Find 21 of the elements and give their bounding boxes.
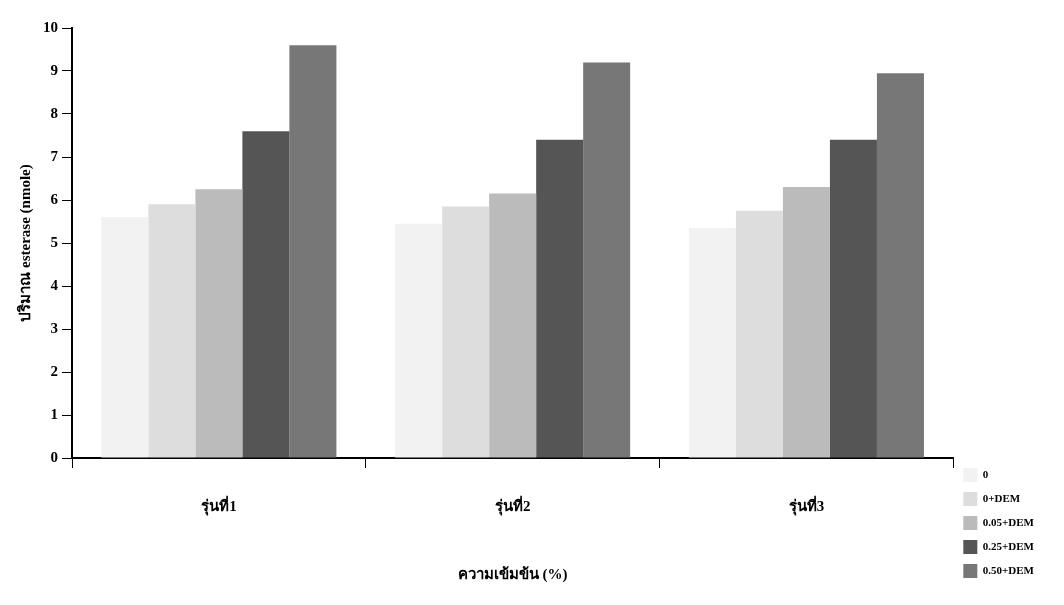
y-tick-label: 6: [50, 190, 59, 207]
y-tick-label: 2: [50, 362, 58, 379]
y-tick-label: 8: [50, 104, 58, 121]
y-tick-label: 3: [50, 319, 58, 336]
x-tick-label: รุ่นที่1: [201, 494, 237, 516]
y-tick-label: 4: [50, 276, 59, 293]
y-tick-label: 0: [50, 448, 58, 465]
x-axis-title: ความเข้มข้น (%): [457, 565, 568, 583]
y-tick-label: 5: [50, 233, 58, 250]
y-tick-label: 1: [50, 405, 58, 422]
legend-label: 0+DEM: [982, 491, 1021, 504]
y-tick-label: 9: [50, 61, 58, 78]
x-tick-label: รุ่นที่2: [494, 494, 531, 516]
y-tick-label: 7: [50, 147, 59, 164]
legend-label: 0.05+DEM: [982, 515, 1035, 528]
legend-label: 0.25+DEM: [982, 539, 1035, 552]
legend-label: 0.50+DEM: [982, 563, 1035, 576]
y-tick-label: 10: [43, 18, 58, 35]
y-axis-title: ปริมาณ esterase (nmole): [15, 164, 34, 322]
x-tick-label: รุ่นที่3: [788, 494, 825, 516]
legend-label: 0: [982, 467, 989, 480]
